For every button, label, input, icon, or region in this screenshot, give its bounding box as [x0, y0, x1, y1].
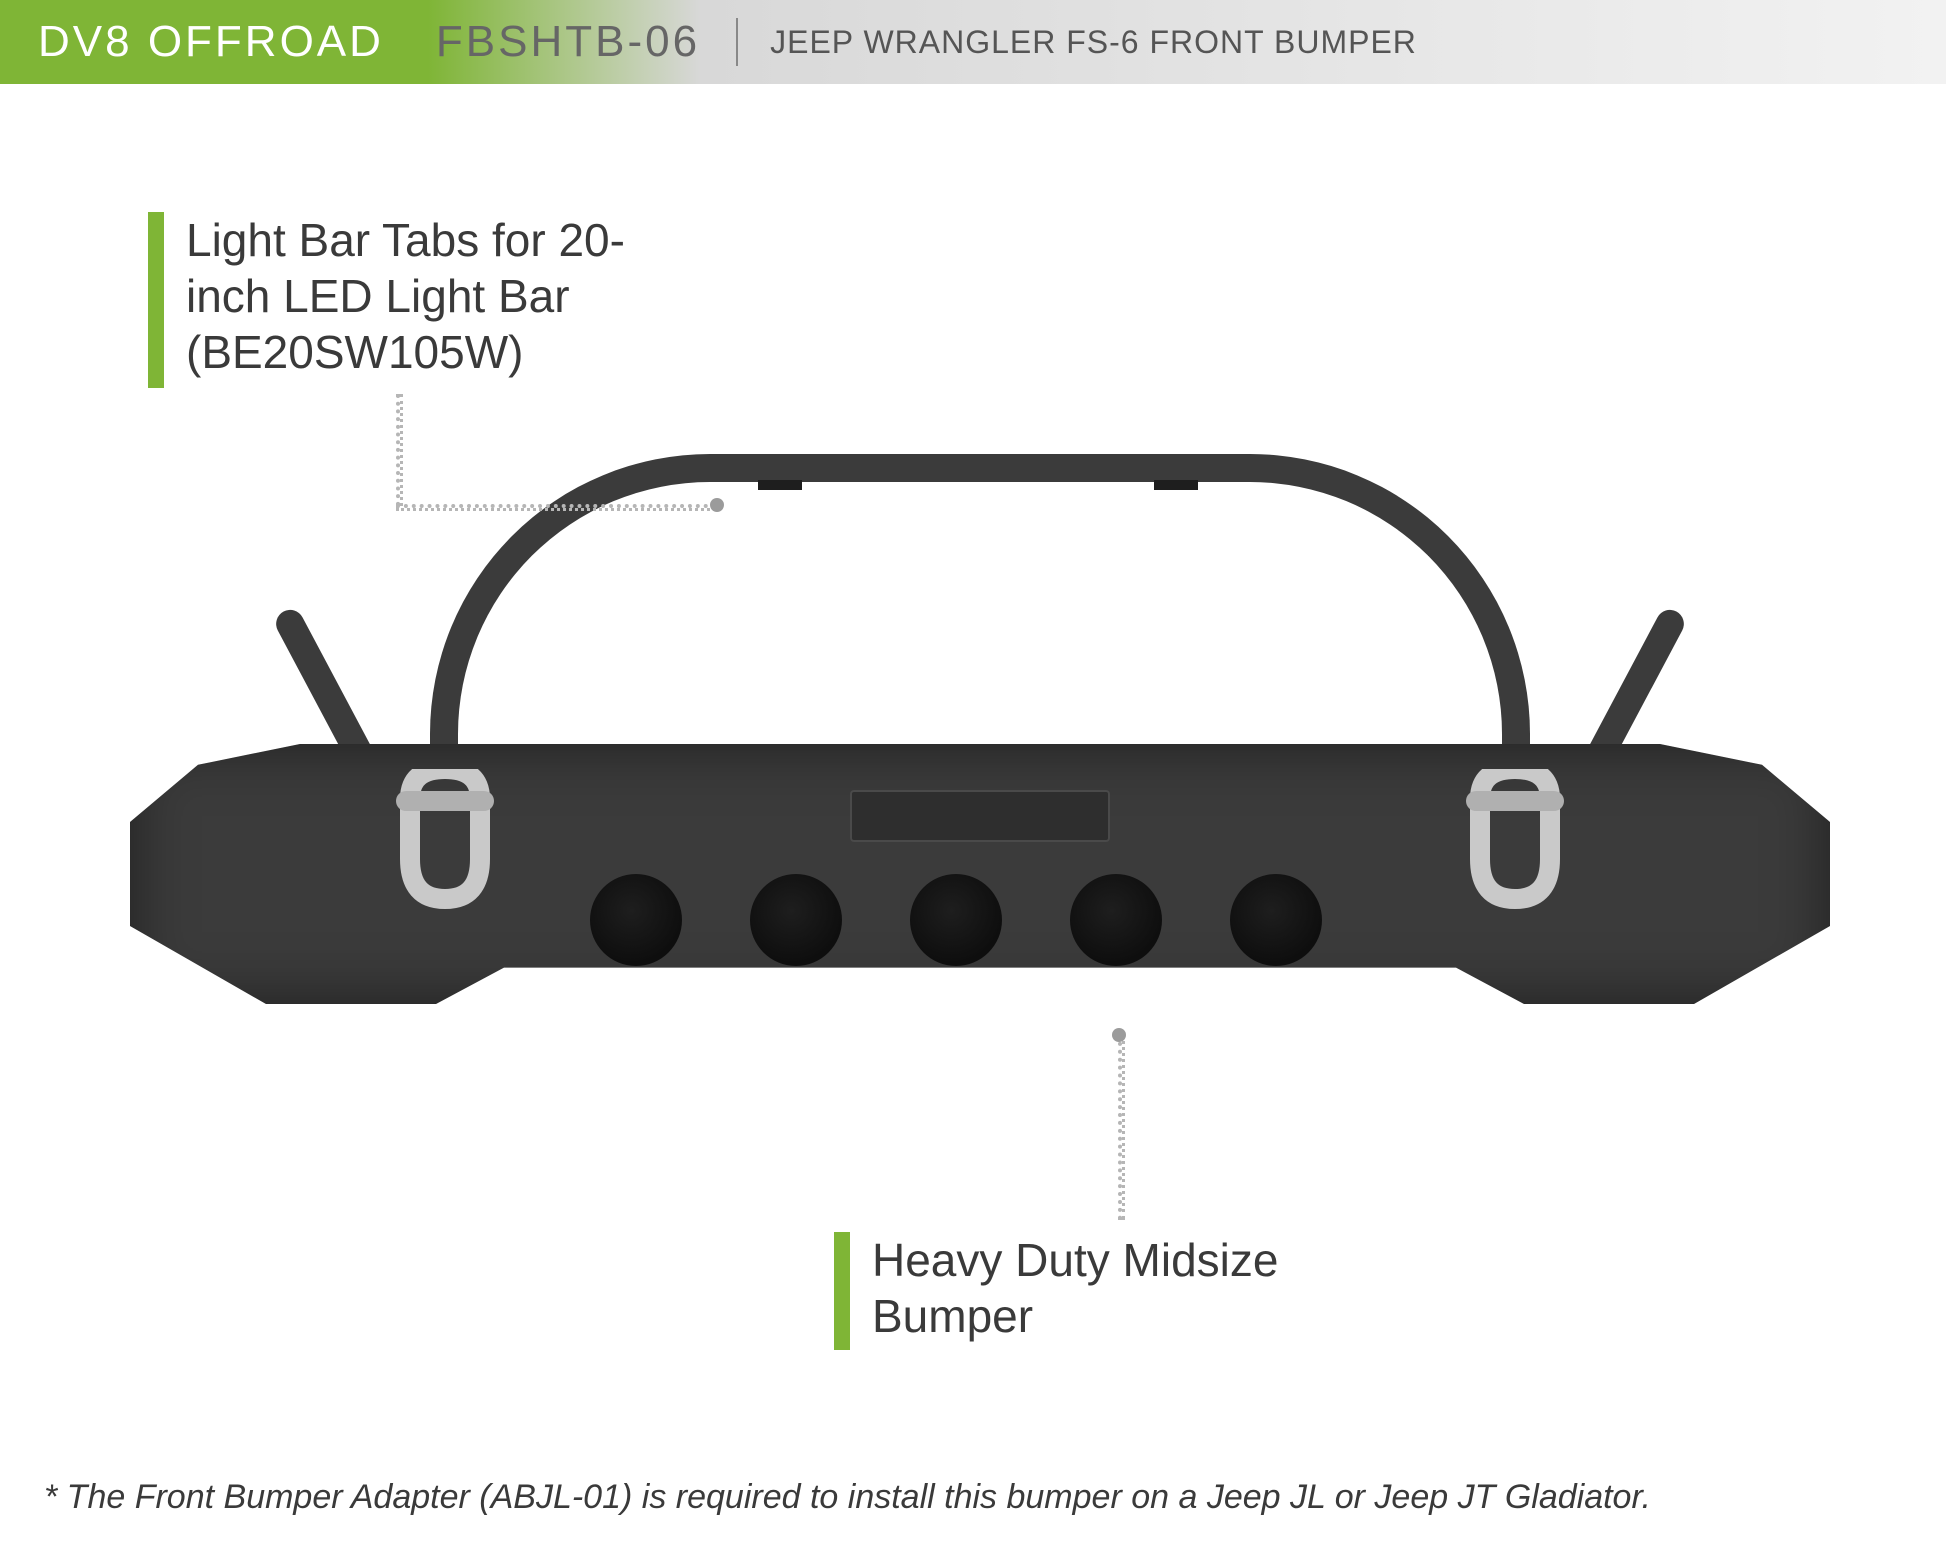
- bumper-illustration: [130, 604, 1830, 1024]
- d-ring-shackle-left: [390, 769, 500, 909]
- bumper-hole: [1070, 874, 1162, 966]
- leader-line: [396, 394, 403, 506]
- bumper-hole: [590, 874, 682, 966]
- leader-line: [1118, 1034, 1125, 1220]
- bumper-hole: [750, 874, 842, 966]
- accent-bar-icon: [148, 212, 164, 388]
- bull-bar-hoop: [430, 454, 1530, 754]
- d-ring-shackle-right: [1460, 769, 1570, 909]
- callout-lightbar-text: Light Bar Tabs for 20-inch LED Light Bar…: [186, 212, 708, 380]
- callout-heavy-duty: Heavy Duty Midsize Bumper: [834, 1232, 1394, 1350]
- leader-dot-icon: [710, 498, 724, 512]
- bumper-hole: [1230, 874, 1322, 966]
- leader-dot-icon: [1112, 1028, 1126, 1042]
- lightbar-tab-left: [758, 480, 802, 490]
- bumper-hole: [910, 874, 1002, 966]
- leader-line: [396, 504, 716, 511]
- product-title: JEEP WRANGLER FS-6 FRONT BUMPER: [744, 24, 1417, 61]
- product-stage: Light Bar Tabs for 20-inch LED Light Bar…: [0, 84, 1946, 1464]
- footnote-text: * The Front Bumper Adapter (ABJL-01) is …: [44, 1478, 1902, 1517]
- brand-name: DV8 OFFROAD: [0, 17, 418, 67]
- winch-fairlead-plate: [850, 790, 1110, 842]
- bumper-body: [130, 744, 1830, 1004]
- accent-bar-icon: [834, 1232, 850, 1350]
- lightbar-tab-right: [1154, 480, 1198, 490]
- callout-lightbar-tabs: Light Bar Tabs for 20-inch LED Light Bar…: [148, 212, 708, 388]
- header-divider: [736, 18, 738, 66]
- product-sku: FBSHTB-06: [418, 17, 730, 67]
- callout-heavy-duty-text: Heavy Duty Midsize Bumper: [872, 1232, 1394, 1344]
- header-bar: DV8 OFFROAD FBSHTB-06 JEEP WRANGLER FS-6…: [0, 0, 1946, 84]
